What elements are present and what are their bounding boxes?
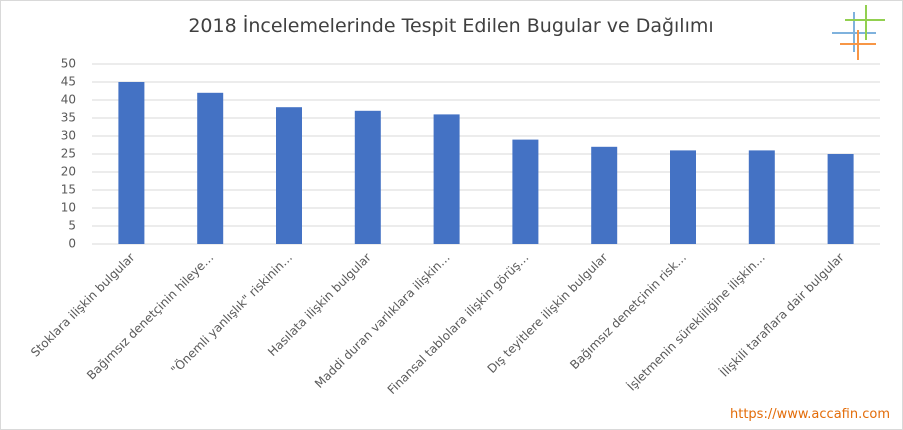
bar [827, 154, 854, 244]
bar [354, 110, 381, 244]
bar [197, 92, 224, 244]
bar [433, 114, 460, 245]
bar [670, 150, 696, 244]
chart-title: 2018 İncelemelerinde Tespit Edilen Bugul… [188, 14, 713, 37]
y-tick-label: 50 [61, 57, 76, 71]
logo [832, 5, 885, 60]
y-tick-label: 15 [61, 183, 76, 197]
y-tick-label: 0 [68, 237, 76, 251]
bar [118, 82, 145, 244]
y-tick-label: 45 [61, 75, 76, 89]
y-tick-label: 25 [61, 147, 76, 161]
y-tick-label: 10 [61, 201, 76, 215]
bar [748, 150, 775, 244]
bar [276, 107, 302, 244]
y-tick-label: 20 [61, 165, 76, 179]
y-tick-label: 35 [61, 111, 76, 125]
bar [591, 146, 618, 244]
bar [512, 139, 539, 244]
source-url: https://www.accafin.com [730, 407, 890, 422]
y-tick-label: 5 [68, 219, 76, 233]
y-tick-label: 40 [61, 93, 76, 107]
y-tick-label: 30 [61, 129, 76, 143]
